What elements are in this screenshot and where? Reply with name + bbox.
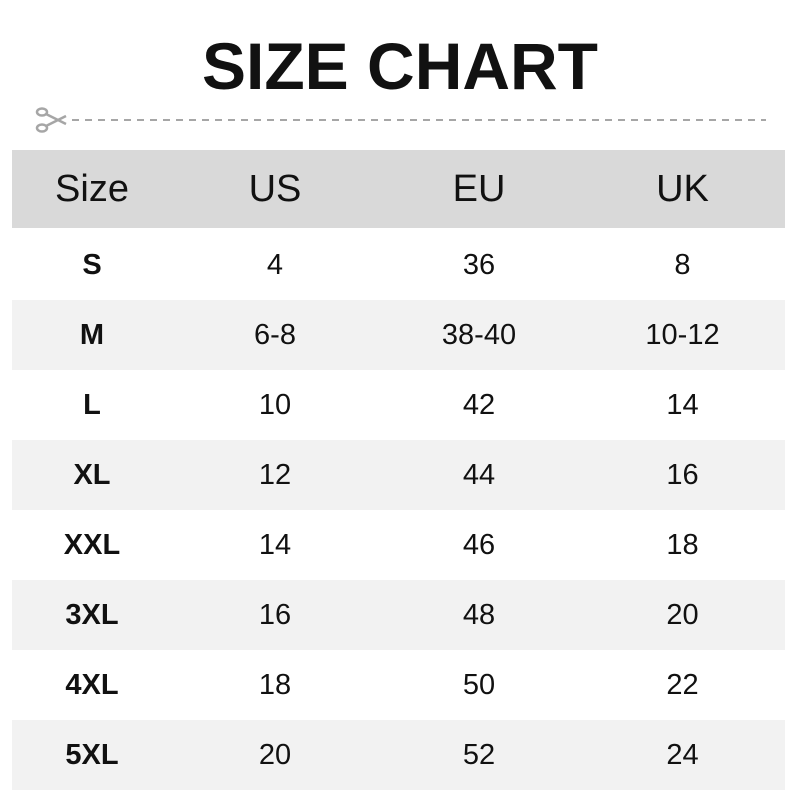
table-row: M 6-8 38-40 10-12 [12, 300, 785, 370]
cell-us: 20 [258, 738, 292, 771]
cell-size: S [82, 248, 102, 281]
cell-us: 10 [258, 388, 292, 421]
cell-uk: 10-12 [645, 318, 720, 351]
cell-uk: 16 [666, 458, 699, 491]
cell-uk: 20 [666, 598, 699, 631]
cell-size: 4XL [65, 668, 119, 701]
cell-uk: 24 [666, 738, 699, 771]
table-row: 4XL 18 50 22 [12, 650, 785, 720]
cell-size: XXL [63, 528, 121, 561]
scissors-icon [35, 107, 67, 133]
header-us: US [248, 167, 302, 210]
table-row: XXL 14 46 18 [12, 510, 785, 580]
cell-eu: 36 [462, 248, 496, 281]
cell-eu: 38-40 [441, 318, 517, 351]
table-row: L 10 42 14 [12, 370, 785, 440]
header-eu: EU [452, 167, 506, 210]
cell-us: 6-8 [254, 318, 296, 351]
size-table: Size US EU UK S 4 36 8 M 6-8 38-40 10-12 L 10 42 14… [12, 150, 785, 790]
cell-eu: 50 [462, 668, 496, 701]
header-uk: UK [656, 167, 709, 210]
table-row: 3XL 16 48 20 [12, 580, 785, 650]
cell-eu: 44 [462, 458, 496, 491]
cell-size: XL [73, 458, 111, 491]
table-header: Size US EU UK [12, 150, 785, 228]
cell-uk: 22 [666, 668, 699, 701]
cell-uk: 18 [666, 528, 699, 561]
cell-us: 18 [258, 668, 292, 701]
header-size: Size [55, 167, 129, 210]
table-row: XL 12 44 16 [12, 440, 785, 510]
cell-size: M [79, 318, 105, 351]
table-row: S 4 36 8 [12, 230, 785, 300]
page-title: SIZE CHART [202, 29, 598, 103]
cell-uk: 8 [674, 248, 691, 281]
cell-uk: 14 [666, 388, 699, 421]
table-row: 5XL 20 52 24 [12, 720, 785, 790]
cell-eu: 52 [462, 738, 496, 771]
cell-eu: 48 [462, 598, 496, 631]
cell-us: 16 [258, 598, 292, 631]
cell-size: 5XL [65, 738, 119, 771]
cut-line [35, 107, 766, 133]
cell-us: 14 [258, 528, 292, 561]
cell-us: 4 [266, 248, 284, 281]
cell-eu: 42 [462, 388, 496, 421]
cell-eu: 46 [462, 528, 496, 561]
cell-size: 3XL [65, 598, 119, 631]
cell-us: 12 [258, 458, 292, 491]
cell-size: L [83, 388, 101, 421]
